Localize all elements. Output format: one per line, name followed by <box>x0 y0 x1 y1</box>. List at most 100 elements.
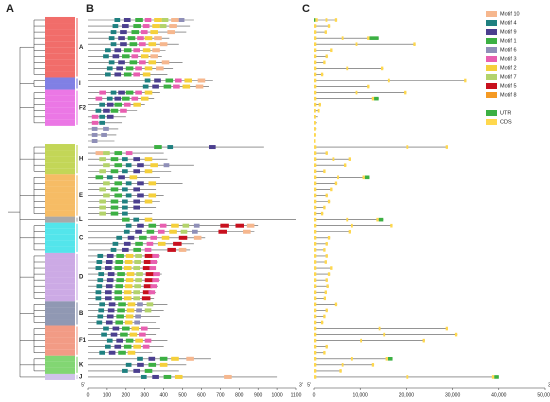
motif-box <box>115 320 123 325</box>
motif-box <box>107 308 115 313</box>
group-label: F1 <box>79 338 87 344</box>
cds-box <box>318 102 321 107</box>
motif-box <box>123 344 132 349</box>
cds-box <box>314 326 317 331</box>
motif-box <box>103 181 110 186</box>
motif-box <box>148 362 157 367</box>
motif-box <box>159 356 168 361</box>
cds-box <box>314 151 317 155</box>
motif-box <box>118 60 125 65</box>
cds-box <box>314 302 317 307</box>
cds-box <box>314 72 317 77</box>
motif-box <box>116 66 123 71</box>
cds-box <box>317 108 320 113</box>
motif-box <box>152 253 159 258</box>
motif-box <box>150 54 158 59</box>
motif-box <box>133 199 140 204</box>
motif-box <box>124 320 133 325</box>
motif-box <box>123 48 132 53</box>
legend-swatch <box>486 47 497 53</box>
motif-box <box>114 18 121 22</box>
motif-box <box>163 163 170 168</box>
gene-name-box <box>45 258 75 266</box>
cds-box <box>314 145 317 149</box>
cds-box <box>327 199 331 204</box>
gene-name-box <box>45 301 75 308</box>
motif-box <box>108 302 116 307</box>
motif-box <box>171 18 179 22</box>
motif-box <box>112 54 120 59</box>
motif-box <box>137 163 144 168</box>
gene-name-box <box>45 289 75 296</box>
motif-box <box>114 344 122 349</box>
cds-box <box>314 290 317 295</box>
motif-box <box>125 90 134 95</box>
motif-box <box>133 72 140 77</box>
cds-box <box>314 90 317 95</box>
motif-box <box>171 223 179 228</box>
gene-name-box <box>45 246 75 253</box>
cds-box <box>325 151 328 155</box>
cds-box <box>314 223 317 228</box>
motif-box <box>110 187 119 192</box>
motif-box <box>118 90 125 95</box>
cds-box <box>325 193 328 198</box>
gene-name-box <box>45 119 75 126</box>
motif-box <box>143 260 153 264</box>
motif-box <box>105 320 113 325</box>
motif-box <box>114 163 123 168</box>
legend-label: Motif 5 <box>500 83 517 89</box>
motif-box <box>140 54 149 59</box>
motif-box <box>122 96 130 101</box>
gene-name-box <box>45 210 75 217</box>
motif-box <box>129 175 138 180</box>
motif-box <box>140 326 148 331</box>
legend-swatch <box>486 38 497 44</box>
cds-box <box>320 320 324 325</box>
motif-box <box>152 374 159 379</box>
motif-box <box>137 356 143 361</box>
cds-box <box>314 314 317 319</box>
group-label: E <box>79 193 83 199</box>
motif-box <box>133 266 140 271</box>
gene-name-box <box>45 319 75 326</box>
motif-box <box>133 290 140 295</box>
motif-box <box>99 120 106 125</box>
motif-box <box>134 284 141 289</box>
motif-box <box>116 278 124 283</box>
cds-box <box>314 30 317 34</box>
motif-box <box>127 235 135 240</box>
cds-box <box>314 157 317 161</box>
gene-name-box <box>45 53 75 60</box>
x-tick-label: 800 <box>235 392 244 398</box>
motif-box <box>133 169 140 174</box>
cds-box <box>314 163 317 167</box>
gene-name-box <box>45 271 75 278</box>
gene-name-box <box>45 41 75 48</box>
motif-box <box>108 60 115 65</box>
motif-box <box>125 181 132 186</box>
cds-box <box>314 175 317 180</box>
motif-box <box>133 247 141 252</box>
motif-box <box>95 266 102 271</box>
motif-box <box>148 60 157 65</box>
motif-box <box>152 24 160 29</box>
x-tick-label: 200 <box>122 392 131 398</box>
motif-box <box>171 356 179 361</box>
cds-box <box>314 363 317 367</box>
motif-box <box>144 18 152 22</box>
motif-box <box>114 96 122 101</box>
motif-box <box>178 18 185 22</box>
motif-box <box>135 278 142 283</box>
motif-box <box>129 60 138 65</box>
cds-box <box>324 260 327 264</box>
utr-box <box>378 217 384 222</box>
motif-box <box>106 96 113 101</box>
motif-box <box>186 356 194 361</box>
cds-box <box>360 338 363 343</box>
motif-box <box>140 96 149 101</box>
motif-box <box>122 169 128 174</box>
cds-box <box>445 145 448 149</box>
cds-box <box>314 133 316 137</box>
